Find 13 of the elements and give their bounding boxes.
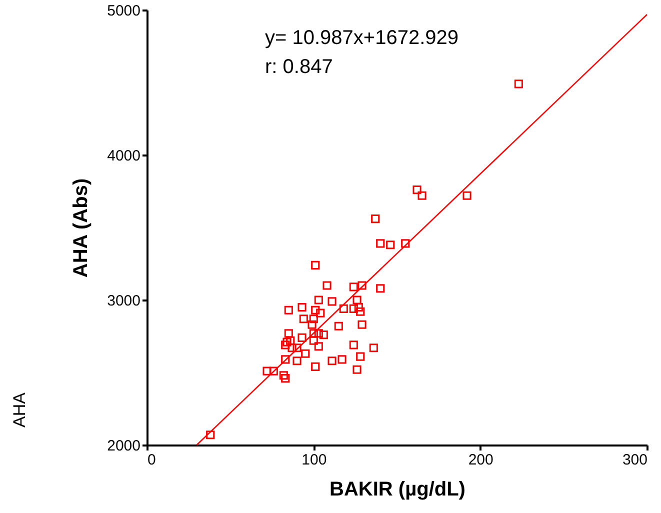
y-tick-label: 4000 bbox=[107, 148, 140, 164]
y-tick-label: 3000 bbox=[107, 292, 140, 310]
y-tick-label: 2000 bbox=[107, 438, 140, 454]
y-axis-title: AHA (Abs) bbox=[70, 178, 92, 278]
x-tick-label: 300 bbox=[622, 452, 648, 468]
x-tick-label: 0 bbox=[148, 452, 156, 468]
text: AHA bbox=[10, 392, 29, 428]
annotation: r: 0.847 bbox=[265, 56, 333, 78]
annotation: y= 10.987x+1672.929 bbox=[265, 27, 459, 49]
x-axis-title: BAKIR (µg/dL) bbox=[330, 478, 466, 500]
x-tick-label: 200 bbox=[468, 452, 494, 468]
y-tick-label: 5000 bbox=[107, 2, 140, 20]
x-tick-label: 100 bbox=[302, 452, 327, 468]
